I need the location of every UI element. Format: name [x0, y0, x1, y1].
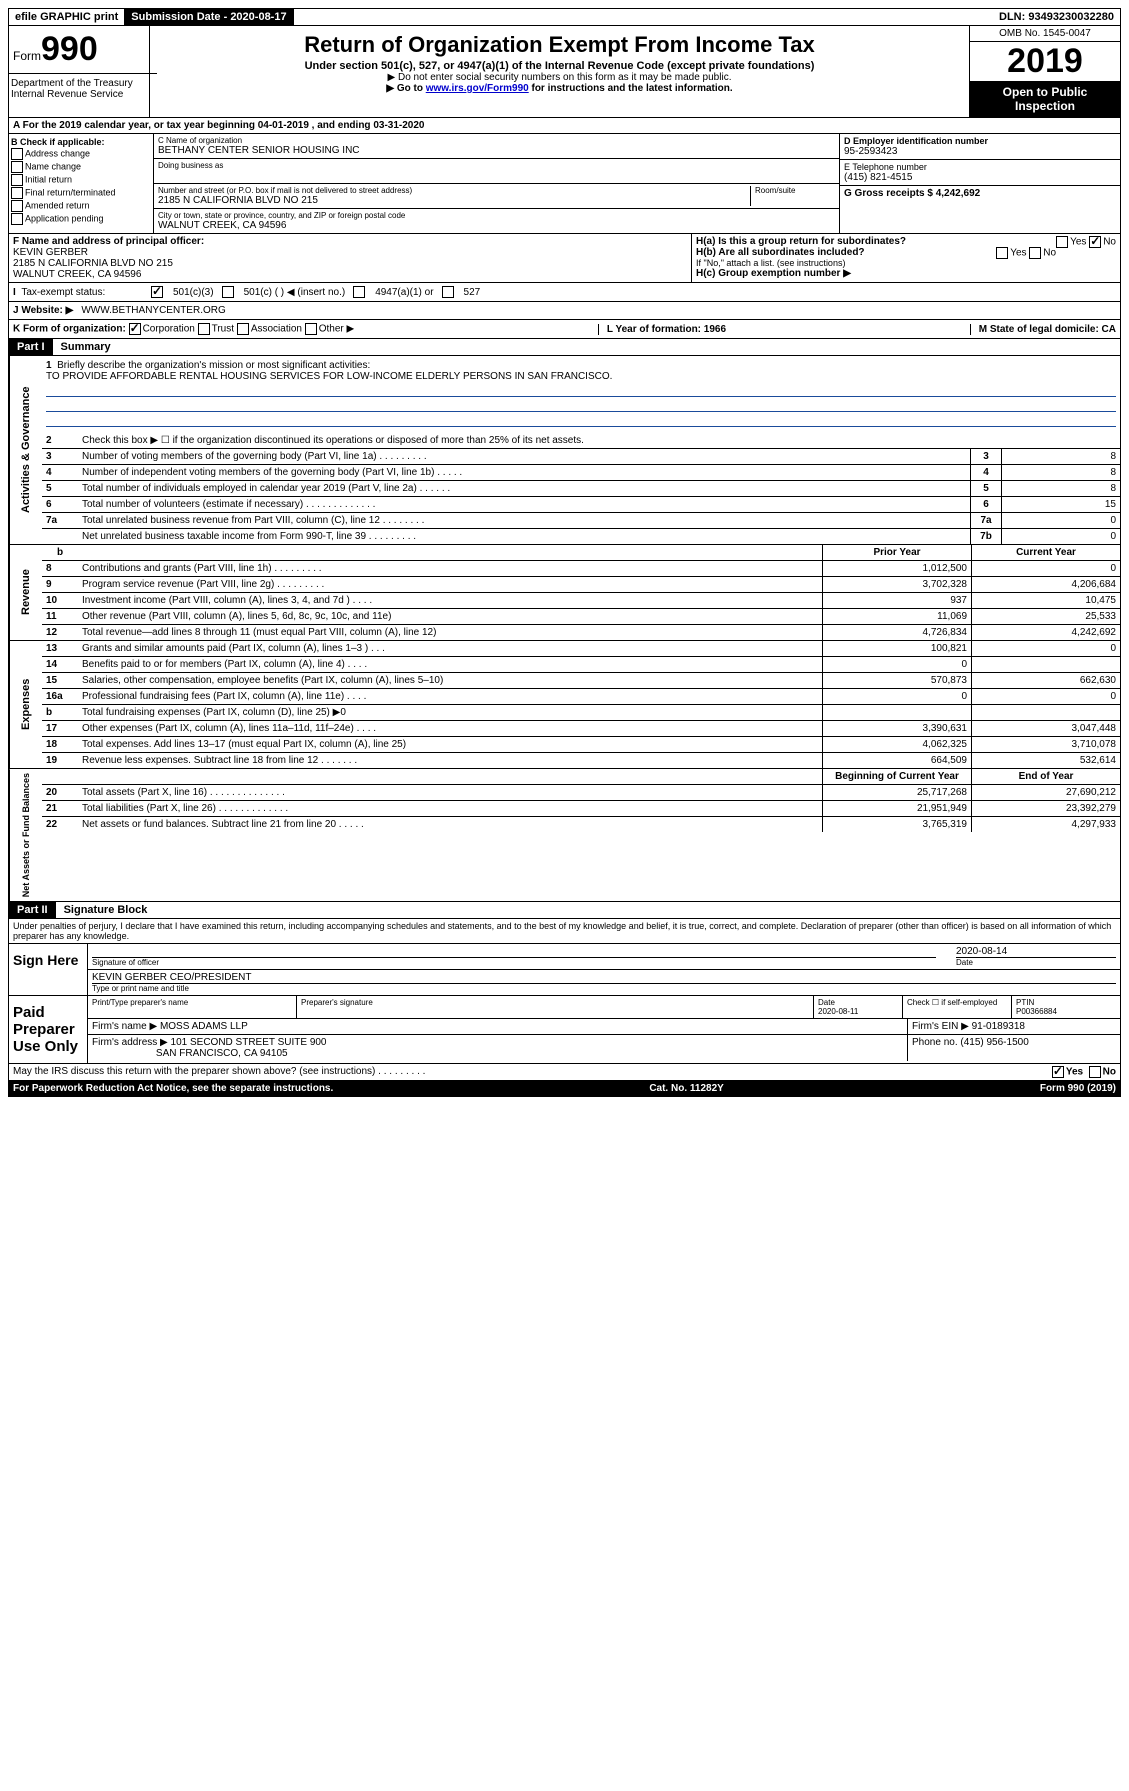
dept-irs: Internal Revenue Service [11, 89, 151, 100]
org-name-label: C Name of organization [158, 136, 835, 145]
form-word: Form [13, 49, 41, 63]
principal-h-block: F Name and address of principal officer:… [8, 234, 1121, 283]
org-name: BETHANY CENTER SENIOR HOUSING INC [158, 145, 835, 156]
website-url[interactable]: WWW.BETHANYCENTER.ORG [81, 305, 225, 316]
table-row: 9Program service revenue (Part VIII, lin… [42, 577, 1120, 593]
governance-side-label: Activities & Governance [9, 356, 42, 544]
paperwork-footer: For Paperwork Reduction Act Notice, see … [8, 1081, 1121, 1097]
tax-exempt-row: I Tax-exempt status: 501(c)(3) 501(c) ( … [8, 283, 1121, 302]
tax-year-line: A For the 2019 calendar year, or tax yea… [8, 118, 1121, 134]
table-row: 15Salaries, other compensation, employee… [42, 673, 1120, 689]
tax-year: 2019 [970, 42, 1120, 81]
form-title: Return of Organization Exempt From Incom… [154, 32, 965, 58]
table-row: 11Other revenue (Part VIII, column (A), … [42, 609, 1120, 625]
form-number: 990 [41, 30, 98, 68]
addr-label: Number and street (or P.O. box if mail i… [158, 186, 750, 195]
table-row: 12Total revenue—add lines 8 through 11 (… [42, 625, 1120, 640]
table-row: 8Contributions and grants (Part VIII, li… [42, 561, 1120, 577]
dba-label: Doing business as [158, 161, 835, 170]
omb-number: OMB No. 1545-0047 [970, 26, 1120, 42]
part1-header: Part I Summary [8, 339, 1121, 356]
submission-date-button[interactable]: Submission Date - 2020-08-17 [125, 9, 293, 25]
ein-value: 95-2593423 [844, 146, 1116, 157]
dept-treasury: Department of the Treasury [11, 78, 151, 89]
table-row: bTotal fundraising expenses (Part IX, co… [42, 705, 1120, 721]
website-row: J Website: ▶ WWW.BETHANYCENTER.ORG [8, 302, 1121, 320]
goto-line: ▶ Go to www.irs.gov/Form990 for instruct… [154, 83, 965, 94]
revenue-side-label: Revenue [9, 545, 42, 640]
ein-label: D Employer identification number [844, 136, 988, 146]
ssn-warning: ▶ Do not enter social security numbers o… [154, 72, 965, 83]
city-state-zip: WALNUT CREEK, CA 94596 [158, 220, 835, 231]
room-label: Room/suite [750, 186, 835, 206]
irs-link[interactable]: www.irs.gov/Form990 [426, 83, 529, 94]
principal-label: F Name and address of principal officer: [13, 236, 204, 247]
phone-value: (415) 821-4515 [844, 172, 1116, 183]
table-row: 10Investment income (Part VIII, column (… [42, 593, 1120, 609]
expenses-side-label: Expenses [9, 641, 42, 768]
mission-text: TO PROVIDE AFFORDABLE RENTAL HOUSING SER… [46, 371, 1116, 382]
form-header: Form990 Department of the Treasury Inter… [8, 26, 1121, 118]
table-row: 13Grants and similar amounts paid (Part … [42, 641, 1120, 657]
irs-discuss-row: May the IRS discuss this return with the… [8, 1064, 1121, 1081]
phone-label: E Telephone number [844, 162, 1116, 172]
principal-name: KEVIN GERBER [13, 247, 687, 258]
principal-addr2: WALNUT CREEK, CA 94596 [13, 269, 687, 280]
revenue-section: Revenue b Prior Year Current Year 8Contr… [8, 545, 1121, 641]
open-public-badge: Open to Public Inspection [970, 81, 1120, 117]
declaration-text: Under penalties of perjury, I declare th… [8, 919, 1121, 944]
table-row: 16aProfessional fundraising fees (Part I… [42, 689, 1120, 705]
check-applicable: B Check if applicable: Address change Na… [9, 134, 154, 233]
netassets-section: Net Assets or Fund Balances Beginning of… [8, 769, 1121, 902]
paid-preparer-block: Paid Preparer Use Only Print/Type prepar… [8, 996, 1121, 1064]
sign-block: Sign Here Signature of officer 2020-08-1… [8, 944, 1121, 996]
street-address: 2185 N CALIFORNIA BLVD NO 215 [158, 195, 750, 206]
identity-block: B Check if applicable: Address change Na… [8, 134, 1121, 234]
table-row: 20Total assets (Part X, line 16) . . . .… [42, 785, 1120, 801]
netassets-side-label: Net Assets or Fund Balances [9, 769, 42, 901]
table-row: 17Other expenses (Part IX, column (A), l… [42, 721, 1120, 737]
table-row: 22Net assets or fund balances. Subtract … [42, 817, 1120, 832]
part2-header: Part II Signature Block [8, 902, 1121, 919]
form-subtitle: Under section 501(c), 527, or 4947(a)(1)… [154, 60, 965, 72]
expenses-section: Expenses 13Grants and similar amounts pa… [8, 641, 1121, 769]
principal-addr1: 2185 N CALIFORNIA BLVD NO 215 [13, 258, 687, 269]
table-row: 21Total liabilities (Part X, line 26) . … [42, 801, 1120, 817]
table-row: 14Benefits paid to or for members (Part … [42, 657, 1120, 673]
dln-label: DLN: 93493230032280 [993, 9, 1120, 25]
table-row: 18Total expenses. Add lines 13–17 (must … [42, 737, 1120, 753]
efile-label: efile GRAPHIC print [9, 9, 125, 25]
governance-section: Activities & Governance 1 Briefly descri… [8, 356, 1121, 545]
gross-receipts: G Gross receipts $ 4,242,692 [844, 188, 980, 199]
table-row: 19Revenue less expenses. Subtract line 1… [42, 753, 1120, 768]
form-org-row: K Form of organization: Corporation Trus… [8, 320, 1121, 339]
top-bar: efile GRAPHIC print Submission Date - 20… [8, 8, 1121, 26]
city-label: City or town, state or province, country… [158, 211, 835, 220]
